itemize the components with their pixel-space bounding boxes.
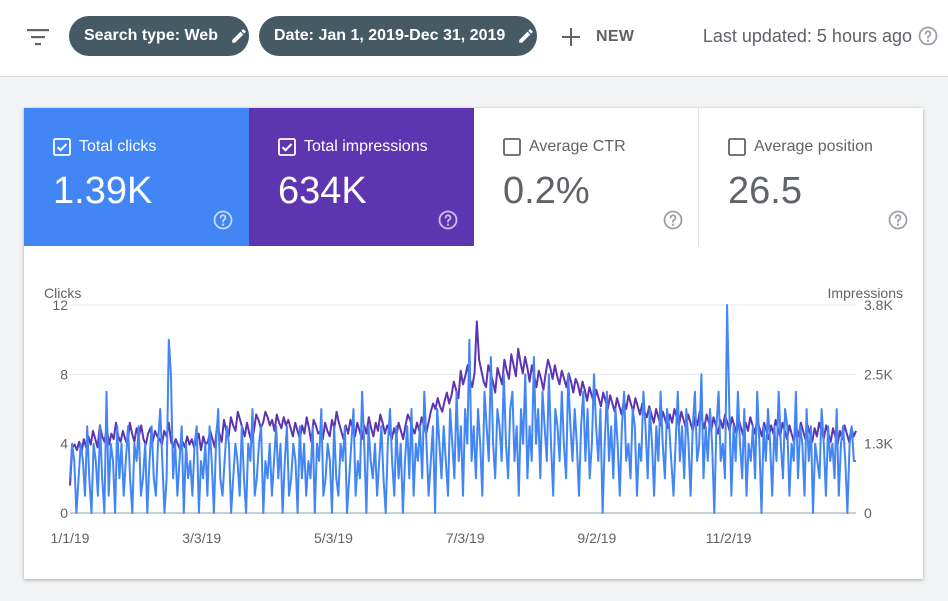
help-icon[interactable] bbox=[888, 210, 908, 230]
metric-label-row: Total impressions bbox=[278, 138, 428, 156]
metric-label-row: Average position bbox=[728, 138, 873, 156]
checkbox-checked-icon[interactable] bbox=[53, 138, 71, 156]
x-tick-label: 1/1/19 bbox=[51, 530, 90, 546]
right-tick-label: 1.3K bbox=[864, 436, 893, 452]
x-tick-label: 9/2/19 bbox=[577, 530, 616, 546]
chip-label: Search type: Web bbox=[84, 27, 218, 44]
metric-average-ctr[interactable]: Average CTR 0.2% bbox=[474, 108, 699, 246]
help-icon[interactable] bbox=[213, 210, 233, 230]
new-button-label: NEW bbox=[596, 28, 635, 45]
search-type-filter-chip[interactable]: Search type: Web bbox=[69, 16, 249, 56]
x-tick-label: 5/3/19 bbox=[314, 530, 353, 546]
metric-label-row: Total clicks bbox=[53, 138, 156, 156]
x-tick-label: 11/2/19 bbox=[706, 530, 752, 546]
metric-value: 1.39K bbox=[53, 170, 153, 212]
left-tick-label: 4 bbox=[60, 436, 68, 452]
metric-average-position[interactable]: Average position 26.5 bbox=[699, 108, 923, 246]
checkbox-unchecked-icon[interactable] bbox=[503, 138, 521, 156]
x-tick-label: 3/3/19 bbox=[182, 530, 221, 546]
right-axis-title: Impressions bbox=[828, 285, 903, 301]
metric-total-impressions[interactable]: Total impressions 634K bbox=[249, 108, 474, 246]
date-range-filter-chip[interactable]: Date: Jan 1, 2019-Dec 31, 2019 bbox=[259, 16, 537, 56]
pencil-icon[interactable] bbox=[517, 27, 535, 45]
filter-list-icon[interactable] bbox=[26, 26, 50, 48]
left-tick-label: 12 bbox=[52, 297, 68, 313]
top-toolbar: Search type: Web Date: Jan 1, 2019-Dec 3… bbox=[0, 0, 948, 77]
chart-series bbox=[69, 304, 857, 514]
help-icon[interactable] bbox=[438, 210, 458, 230]
clicks-series-line bbox=[69, 304, 856, 514]
metric-label: Total clicks bbox=[79, 138, 157, 155]
chart-svg: Clicks Impressions 0 0 4 1.3K 8 2.5K 12 3.8K 1/1… bbox=[44, 285, 903, 546]
help-icon[interactable] bbox=[918, 26, 938, 46]
metric-value: 634K bbox=[278, 170, 367, 212]
left-axis-title: Clicks bbox=[44, 285, 81, 301]
chip-label: Date: Jan 1, 2019-Dec 31, 2019 bbox=[274, 27, 506, 44]
last-updated-text: Last updated: 5 hours ago bbox=[702, 26, 912, 46]
new-filter-button[interactable]: NEW bbox=[560, 22, 634, 52]
metric-value: 0.2% bbox=[503, 170, 590, 212]
checkbox-unchecked-icon[interactable] bbox=[728, 138, 746, 156]
performance-chart: Clicks Impressions 0 0 4 1.3K 8 2.5K 12 3.8K 1/1… bbox=[24, 247, 923, 579]
metric-total-clicks[interactable]: Total clicks 1.39K bbox=[24, 108, 249, 246]
right-tick-label: 2.5K bbox=[864, 366, 893, 382]
x-tick-label: 7/3/19 bbox=[446, 530, 485, 546]
plus-icon bbox=[560, 26, 582, 48]
metric-label: Average CTR bbox=[529, 138, 626, 155]
metric-label: Average position bbox=[754, 138, 873, 155]
metric-value: 26.5 bbox=[728, 170, 802, 212]
checkbox-checked-icon[interactable] bbox=[278, 138, 296, 156]
right-tick-label: 3.8K bbox=[864, 297, 893, 313]
left-tick-label: 8 bbox=[60, 366, 68, 382]
pencil-icon[interactable] bbox=[230, 27, 248, 45]
metric-tabs: Total clicks 1.39K Total impre bbox=[24, 108, 923, 246]
right-tick-label: 0 bbox=[864, 505, 872, 521]
metric-label-row: Average CTR bbox=[503, 138, 626, 156]
metric-label: Total impressions bbox=[304, 138, 428, 155]
left-tick-label: 0 bbox=[60, 505, 68, 521]
chart-tick-labels: 0 0 4 1.3K 8 2.5K 12 3.8K 1/1/19 3/3/19 5/3/19 7/3/… bbox=[51, 297, 894, 546]
help-icon[interactable] bbox=[663, 210, 683, 230]
performance-card: Total clicks 1.39K Total impre bbox=[24, 108, 923, 579]
